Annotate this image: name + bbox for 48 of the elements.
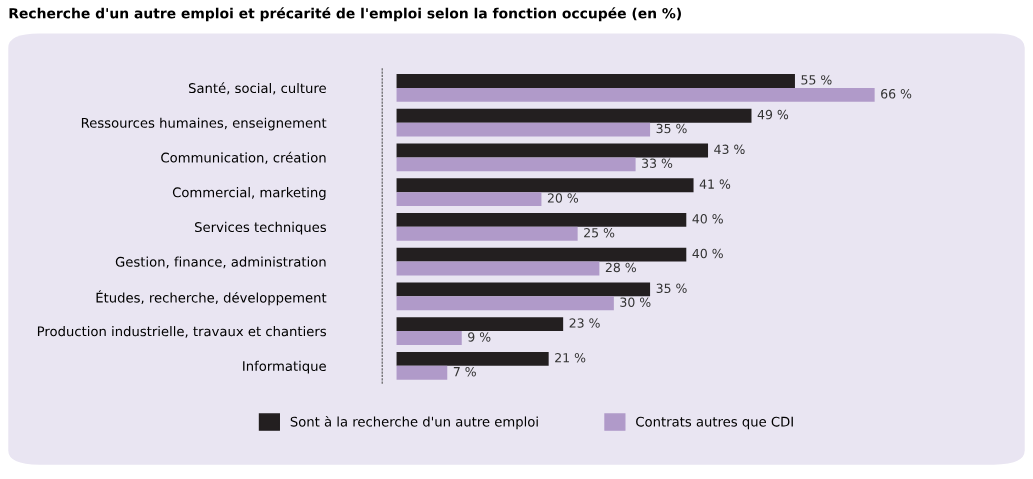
data-label: 7 %	[453, 366, 476, 377]
legend-label: Sont à la recherche d'un autre emploi	[290, 415, 538, 430]
y-tick-label: Communication, création	[161, 151, 326, 164]
data-label: 35 %	[656, 123, 687, 134]
data-label: 25 %	[584, 227, 615, 238]
data-label: 9 %	[468, 332, 491, 342]
data-label: 21 %	[555, 353, 586, 363]
bar	[396, 351, 549, 366]
data-label: 35 %	[656, 283, 687, 294]
bar	[396, 192, 542, 207]
y-tick-label: Ressources humaines, enseignement	[81, 117, 327, 131]
bar	[396, 365, 448, 380]
data-label: 66 %	[881, 89, 912, 99]
data-label: 40 %	[692, 214, 723, 224]
bar	[396, 122, 651, 137]
y-tick-label: Informatique	[243, 360, 326, 374]
bar	[396, 178, 694, 193]
data-label: 30 %	[620, 297, 651, 307]
bar	[396, 282, 651, 297]
bar	[396, 331, 462, 345]
data-label: 20 %	[547, 193, 579, 203]
legend-label: Contrats autres que CDI	[636, 416, 793, 430]
data-label: 43 %	[714, 144, 745, 155]
data-label: 23 %	[569, 318, 600, 328]
y-tick-label: Production industrielle, travaux et chantiers	[37, 326, 327, 338]
bar	[396, 74, 795, 88]
data-label: 49 %	[757, 109, 789, 120]
data-label: 41 %	[699, 179, 731, 189]
bar	[396, 317, 564, 332]
bar	[396, 87, 875, 102]
bar	[396, 143, 709, 158]
bar	[396, 261, 600, 276]
bar	[396, 226, 578, 241]
data-label: 40 %	[692, 248, 723, 259]
bar	[396, 296, 614, 311]
y-tick-label: Santé, social, culture	[188, 82, 326, 95]
data-label: 28 %	[605, 262, 636, 273]
bar	[396, 108, 752, 123]
data-label: 33 %	[642, 158, 673, 168]
bar	[396, 247, 687, 262]
y-tick-label: Études, recherche, développement	[96, 290, 327, 306]
y-tick-label: Commercial, marketing	[172, 187, 326, 200]
y-tick-label: Services techniques	[195, 221, 327, 235]
bar	[396, 212, 687, 227]
chart-title: Recherche d'un autre emploi et précarité de l'emploi selon la fonction occupée (en %)	[9, 7, 681, 22]
y-tick-label: Gestion, finance, administration	[115, 256, 326, 269]
bar	[396, 157, 636, 172]
data-label: 55 %	[801, 75, 832, 85]
